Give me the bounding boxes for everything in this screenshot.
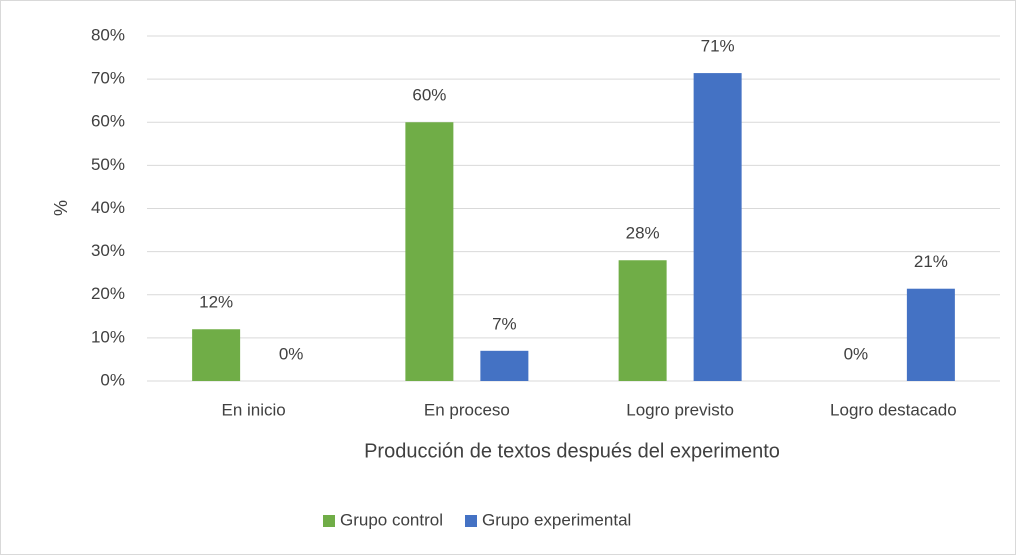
y-tick-label: 70% (91, 69, 125, 88)
data-label: 12% (199, 293, 233, 312)
x-axis-title: Producción de textos después del experim… (364, 440, 780, 462)
y-tick-label: 0% (100, 370, 125, 389)
y-tick-label: 80% (91, 25, 125, 44)
y-tick-label: 40% (91, 198, 125, 217)
y-tick-label: 20% (91, 284, 125, 303)
legend-swatch (323, 515, 335, 527)
x-tick-label: En inicio (221, 400, 285, 419)
data-label: 21% (914, 252, 948, 271)
x-tick-label: Logro destacado (830, 400, 957, 419)
legend-label: Grupo control (340, 510, 443, 529)
data-label: 60% (412, 86, 446, 105)
data-label: 0% (279, 344, 304, 363)
bar (480, 350, 529, 381)
legend-label: Grupo experimental (482, 510, 631, 529)
bar (693, 73, 742, 382)
y-tick-label: 50% (91, 155, 125, 174)
y-tick-label: 10% (91, 327, 125, 346)
y-tick-label: 60% (91, 112, 125, 131)
legend-swatch (465, 515, 477, 527)
data-label: 28% (626, 224, 660, 243)
bar (906, 288, 955, 381)
data-label: 71% (701, 37, 735, 56)
bar (618, 260, 667, 381)
x-tick-label: Logro previsto (626, 400, 734, 419)
data-label: 7% (492, 314, 517, 333)
y-tick-label: 30% (91, 241, 125, 260)
bar (405, 122, 454, 381)
y-axis-title: % (51, 200, 71, 216)
bar (192, 329, 241, 381)
x-tick-label: En proceso (424, 400, 510, 419)
data-label: 0% (844, 344, 869, 363)
